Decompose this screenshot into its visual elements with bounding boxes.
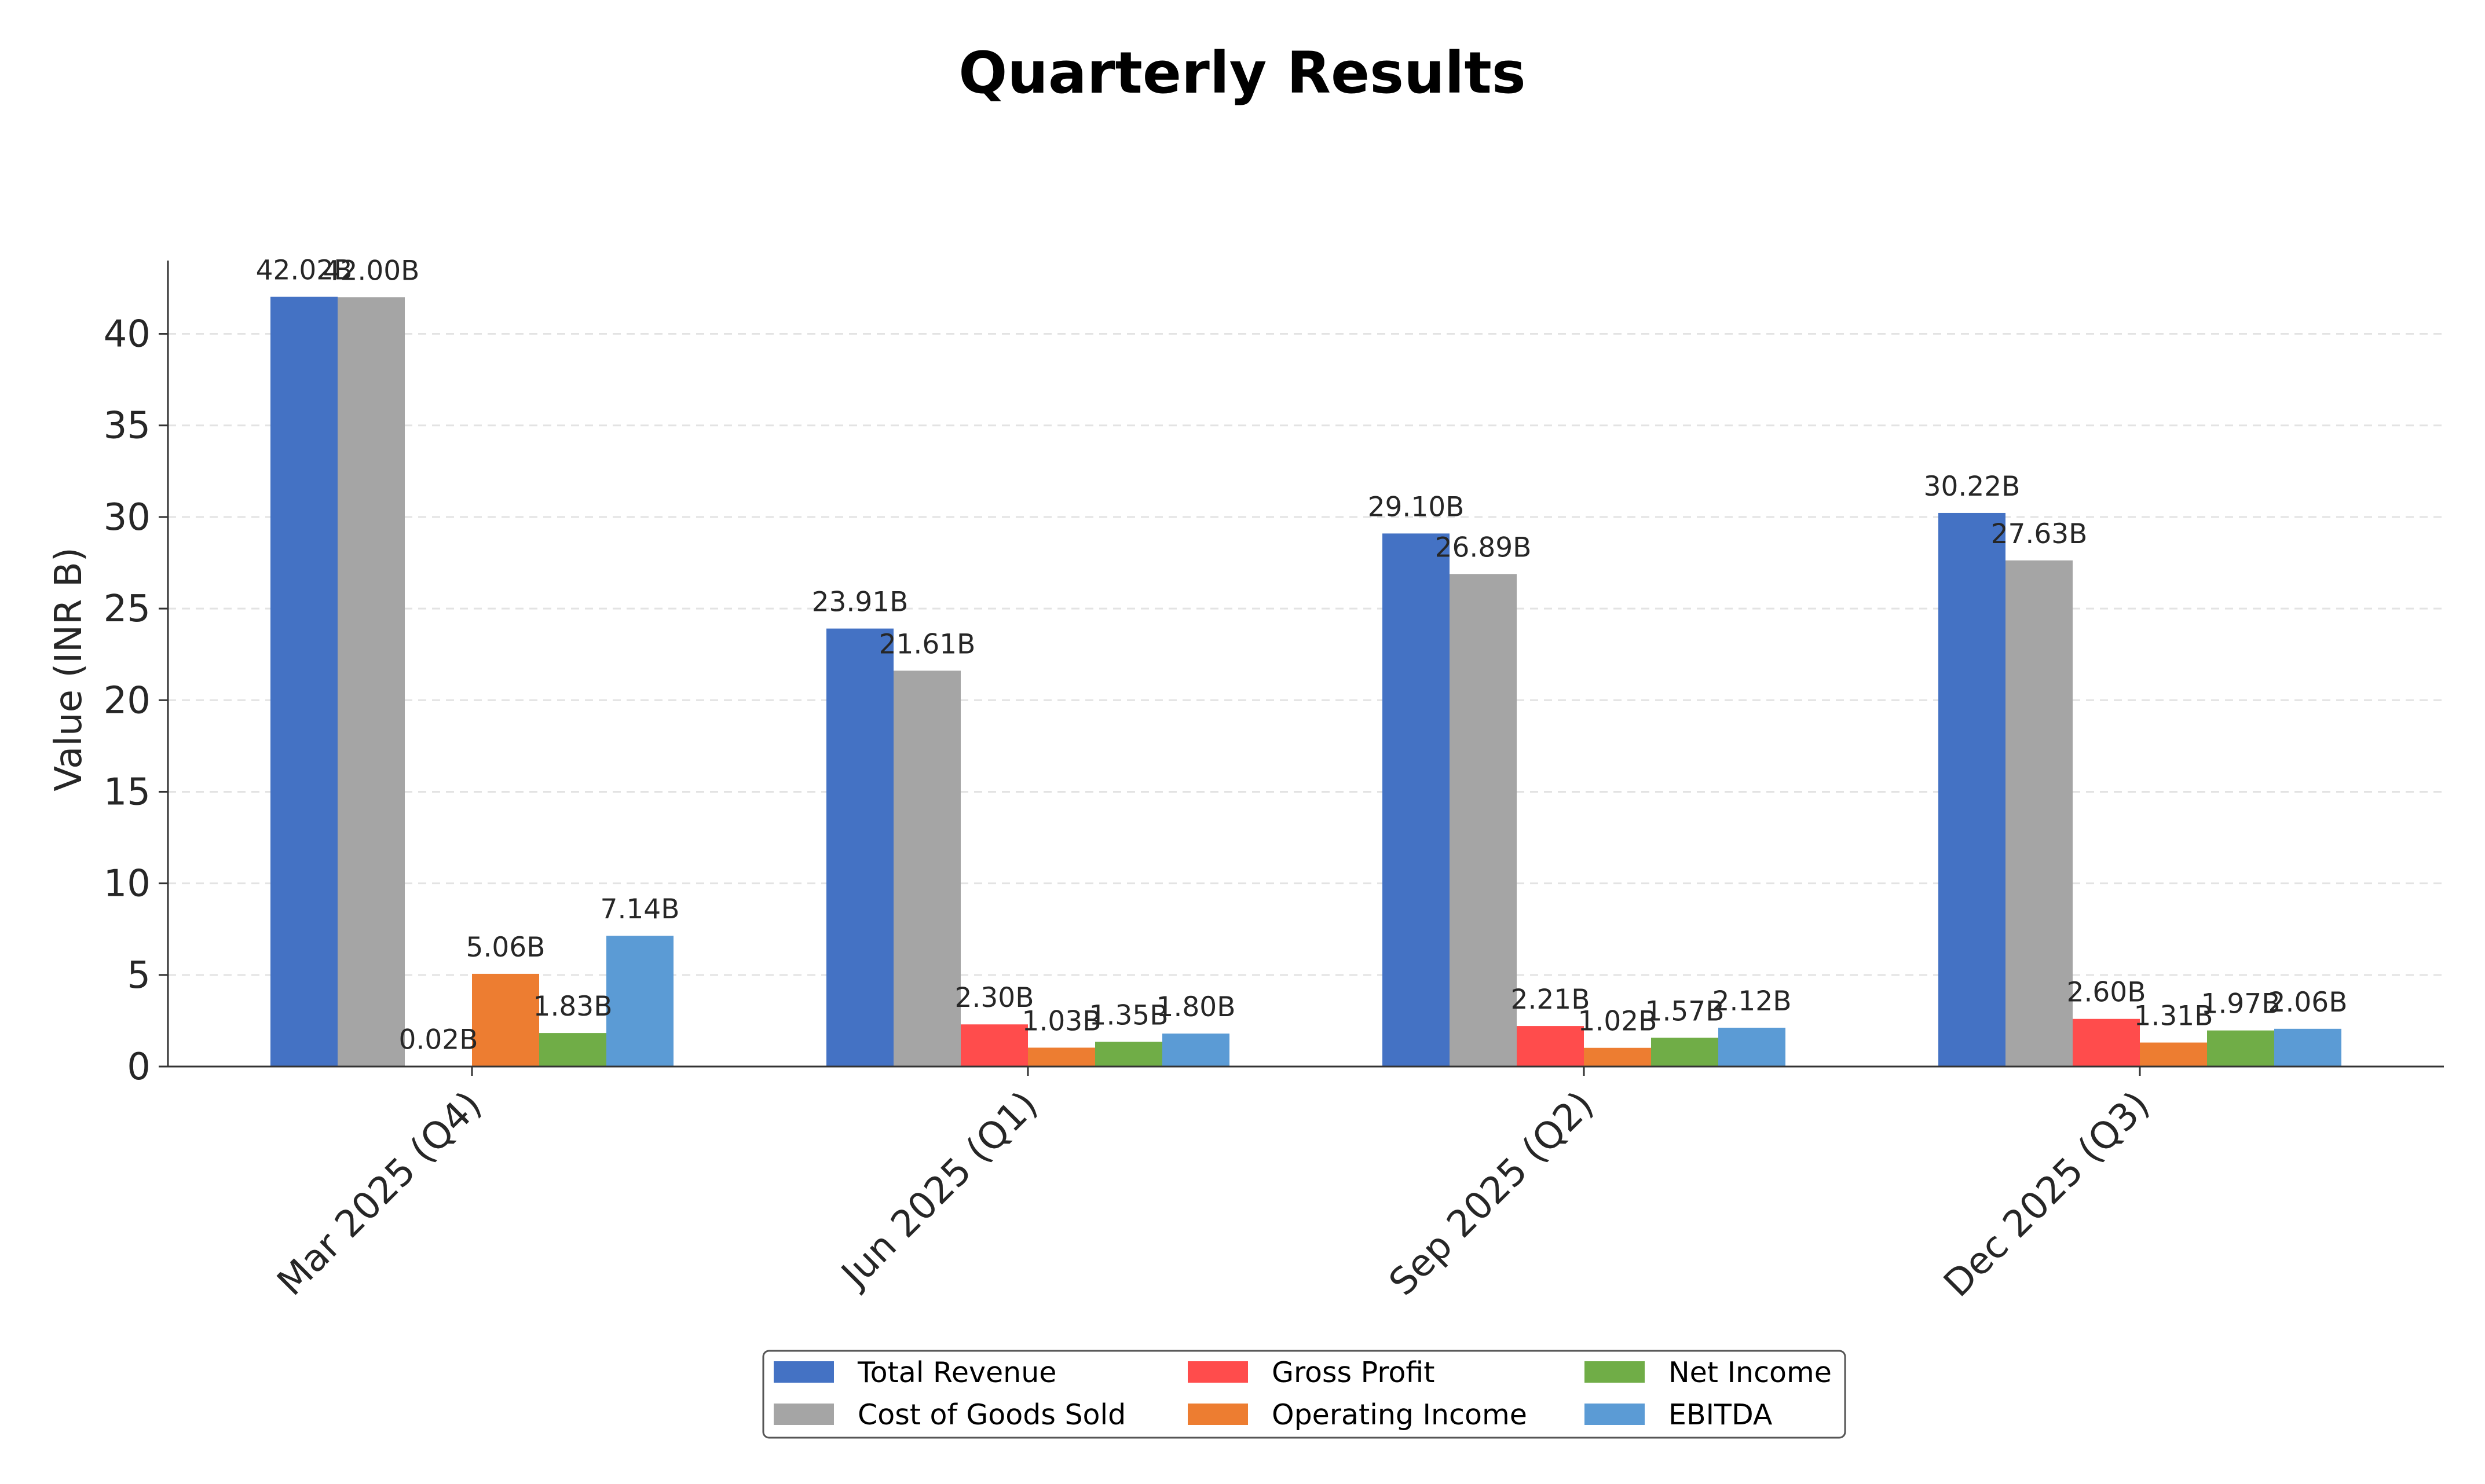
data-label: 29.10B <box>1368 491 1465 523</box>
data-label: 1.35B <box>1089 999 1169 1031</box>
bar <box>2140 1042 2207 1067</box>
legend-swatch <box>1188 1361 1248 1383</box>
legend-swatch <box>774 1361 834 1383</box>
bar <box>1651 1038 1718 1067</box>
y-tick-label: 30 <box>104 496 151 539</box>
data-label: 1.31B <box>2134 1001 2213 1032</box>
bar <box>1718 1027 1785 1067</box>
bar <box>2073 1018 2140 1067</box>
bar <box>894 670 961 1067</box>
data-label: 21.61B <box>879 628 976 660</box>
bar <box>1095 1042 1162 1067</box>
bars <box>270 296 2341 1067</box>
bar <box>2207 1030 2274 1067</box>
bar <box>961 1024 1028 1067</box>
bar <box>2005 560 2073 1067</box>
bar <box>1162 1034 1229 1067</box>
legend-swatch <box>1584 1361 1645 1383</box>
y-axis-label: Value (INR B) <box>47 547 90 792</box>
bar <box>1938 512 2005 1067</box>
x-tick-label: Mar 2025 (Q4) <box>269 1083 490 1304</box>
y-tick-label: 5 <box>127 954 151 997</box>
data-label: 42.02B <box>256 255 353 287</box>
y-tick-label: 25 <box>104 588 151 631</box>
data-label: 1.02B <box>1578 1006 1657 1038</box>
legend-swatch <box>1188 1404 1248 1425</box>
data-label: 26.89B <box>1435 532 1532 563</box>
legend-swatch <box>774 1404 834 1425</box>
axes: 0 5 10 15 20 25 30 35 40 Mar 2025 (Q4) Jun 2025 (Q… <box>104 261 2444 1306</box>
data-label: 2.21B <box>1511 984 1590 1016</box>
chart-title: Quarterly Results <box>958 40 1525 107</box>
legend-label: Net Income <box>1668 1356 1832 1389</box>
data-label: 2.06B <box>2268 987 2348 1018</box>
data-label: 2.12B <box>1712 985 1792 1017</box>
legend-box <box>762 1350 1846 1439</box>
legend-swatch <box>1584 1404 1645 1425</box>
bar <box>1382 533 1450 1067</box>
x-tick-label: Dec 2025 (Q3) <box>1936 1083 2158 1306</box>
y-tick-label: 20 <box>104 679 151 722</box>
bar <box>606 936 674 1067</box>
legend-label: Gross Profit <box>1272 1356 1434 1389</box>
data-label: 7.14B <box>601 893 680 925</box>
bar <box>1584 1047 1651 1067</box>
y-tick-label: 40 <box>104 313 151 356</box>
bar <box>539 1033 606 1067</box>
y-tick-label: 0 <box>127 1046 151 1089</box>
gridlines <box>168 333 2444 976</box>
data-label: 2.30B <box>955 982 1034 1014</box>
data-label: 1.80B <box>1157 991 1236 1023</box>
y-tick-label: 15 <box>104 771 151 814</box>
x-tick-label: Sep 2025 (Q2) <box>1381 1083 1602 1304</box>
data-label: 1.83B <box>533 991 613 1023</box>
bar <box>826 628 894 1067</box>
bar <box>2274 1028 2341 1067</box>
legend-label: EBITDA <box>1668 1398 1773 1431</box>
data-label: 0.02B <box>399 1024 478 1056</box>
y-tick-label: 35 <box>104 405 151 448</box>
data-label: 27.63B <box>1991 518 2088 550</box>
bar <box>338 297 405 1067</box>
y-tick-label: 10 <box>104 863 151 906</box>
data-label: 5.06B <box>466 932 546 963</box>
bar <box>1028 1047 1095 1067</box>
data-label: 2.60B <box>2067 977 2146 1009</box>
data-label: 1.57B <box>1645 995 1725 1027</box>
bar <box>270 296 338 1067</box>
data-label: 1.97B <box>2201 988 2281 1020</box>
x-tick-label: Jun 2025 (Q1) <box>832 1083 1046 1298</box>
bar <box>1450 574 1517 1067</box>
data-label: 30.22B <box>1924 471 2021 503</box>
bar <box>472 973 539 1067</box>
bar <box>1517 1026 1584 1067</box>
data-label: 23.91B <box>812 587 909 618</box>
legend-label: Operating Income <box>1272 1398 1527 1431</box>
data-label: 42.00B <box>323 255 420 287</box>
legend-label: Cost of Goods Sold <box>858 1398 1126 1431</box>
legend: Total Revenue Cost of Goods Sold Gross Pro… <box>762 1350 1846 1439</box>
legend-label: Total Revenue <box>857 1356 1056 1389</box>
data-label: 1.03B <box>1022 1005 1101 1037</box>
